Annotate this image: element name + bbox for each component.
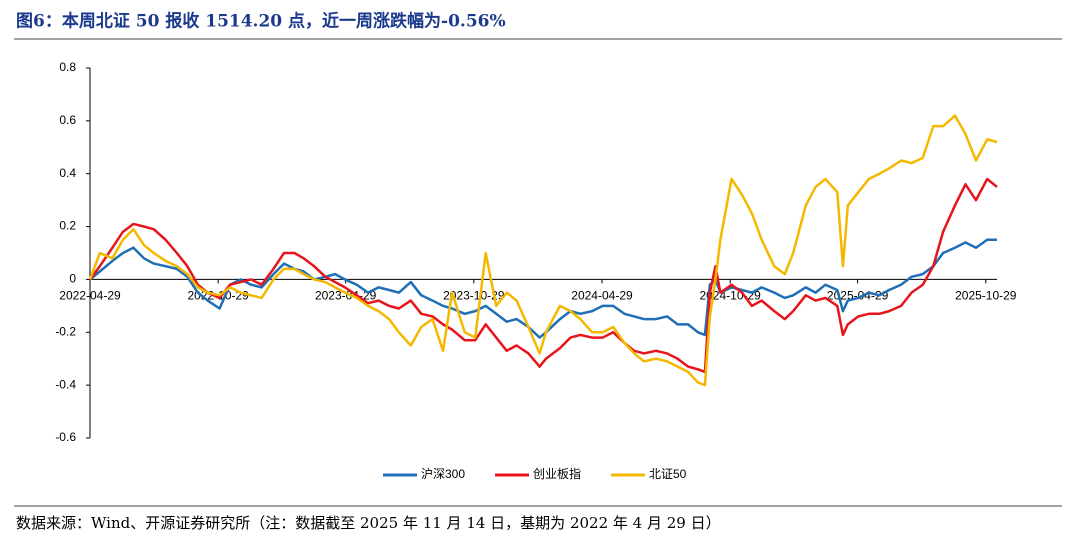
x-tick-label: 2025-04-29: [827, 289, 889, 303]
chart-title: 图6：本周北证 50 报收 1514.20 点，近一周涨跌幅为-0.56%: [16, 11, 506, 32]
y-tick-label: -0.4: [55, 377, 76, 391]
y-tick-label: -0.2: [55, 324, 76, 338]
y-tick-label: 0: [69, 272, 76, 286]
legend-label: 创业板指: [533, 466, 581, 481]
y-tick-label: 0.2: [59, 219, 76, 233]
source-note: 数据来源：Wind、开源证券研究所（注：数据截至 2025 年 11 月 14 …: [16, 514, 721, 532]
series-line: [89, 238, 997, 339]
x-tick-label: 2023-10-29: [443, 289, 505, 303]
series-line: [88, 177, 998, 374]
legend-label: 沪深300: [421, 467, 465, 481]
x-tick-label: 2024-04-29: [571, 289, 633, 303]
y-tick-label: 0.6: [59, 113, 76, 127]
y-tick-label: 0.4: [59, 166, 76, 180]
legend-label: 北证50: [649, 467, 687, 481]
x-tick-label: 2022-04-29: [59, 289, 121, 303]
y-tick-label: -0.6: [55, 430, 76, 444]
x-tick-label: 2025-10-29: [955, 289, 1017, 303]
series-line: [88, 114, 998, 387]
y-tick-label: 0.8: [59, 60, 76, 74]
